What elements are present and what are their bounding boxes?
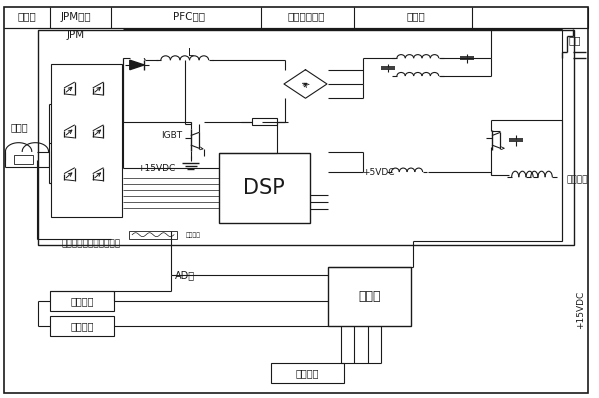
Text: IGBT: IGBT (161, 131, 182, 140)
Text: +15VDC: +15VDC (137, 164, 175, 173)
Bar (50, 316, 114, 336)
Text: 单片机: 单片机 (358, 290, 381, 303)
Text: 振动传感器，速度传感器: 振动传感器，速度传感器 (62, 239, 121, 248)
Bar (38, 30, 574, 245)
Polygon shape (130, 60, 144, 70)
Text: L: L (188, 48, 193, 58)
Bar (14, 155, 33, 164)
Bar (52, 64, 122, 217)
Text: DSP: DSP (243, 178, 285, 198)
Text: 开关电源: 开关电源 (567, 176, 588, 184)
Text: 电压采样: 电压采样 (70, 296, 93, 306)
Text: 桥式整流电路: 桥式整流电路 (288, 12, 325, 21)
Text: AD值: AD值 (175, 270, 195, 280)
Text: 市电: 市电 (568, 35, 580, 45)
Text: JPM驱动: JPM驱动 (60, 12, 90, 21)
Text: JPM: JPM (66, 30, 84, 40)
Text: +15VDC: +15VDC (576, 291, 585, 329)
Text: 温度采样: 温度采样 (295, 368, 319, 378)
Text: PFC电路: PFC电路 (173, 12, 205, 21)
Text: 滤波器: 滤波器 (407, 12, 425, 21)
Bar (129, 231, 177, 240)
Bar (219, 153, 310, 223)
Bar (50, 291, 114, 311)
Bar (252, 119, 277, 125)
Bar (328, 267, 411, 326)
Text: 压缩机: 压缩机 (17, 12, 36, 21)
Text: 频谱分析: 频谱分析 (186, 232, 201, 238)
Bar (271, 363, 344, 383)
Text: 电流采样: 电流采样 (70, 321, 93, 331)
Text: +5VDC: +5VDC (362, 168, 395, 177)
Text: 压缩机: 压缩机 (11, 123, 29, 133)
